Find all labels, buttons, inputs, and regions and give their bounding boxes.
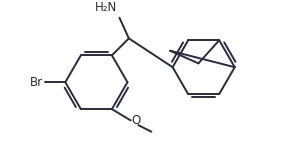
Text: O: O — [132, 114, 141, 127]
Text: H₂N: H₂N — [95, 1, 118, 14]
Text: Br: Br — [29, 76, 43, 89]
